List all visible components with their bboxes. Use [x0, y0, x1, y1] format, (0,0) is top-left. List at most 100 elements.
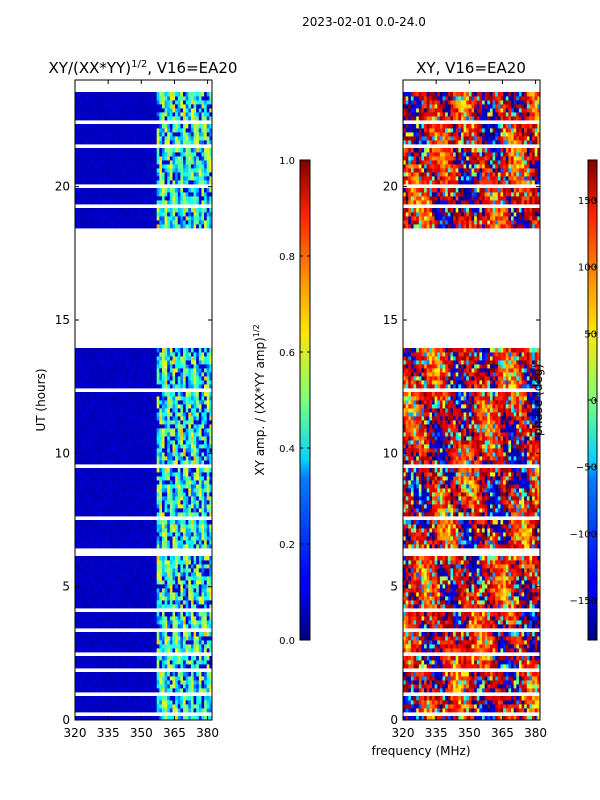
heatmap-cell	[185, 188, 189, 193]
heatmap-cell	[188, 216, 192, 221]
heatmap-cell	[98, 440, 102, 445]
heatmap-cell	[109, 696, 113, 701]
heatmap-cell	[77, 436, 81, 441]
heatmap-cell	[148, 180, 152, 185]
heatmap-cell	[101, 684, 105, 689]
heatmap-cell	[172, 684, 176, 689]
heatmap-cell	[188, 688, 192, 693]
heatmap-cell	[85, 164, 89, 169]
heatmap-cell	[161, 488, 165, 493]
heatmap-cell	[135, 352, 139, 357]
heatmap-cell	[204, 656, 208, 661]
heatmap-cell	[143, 352, 147, 357]
heatmap-cell	[209, 492, 212, 497]
heatmap-cell	[190, 568, 194, 573]
heatmap-cell	[164, 536, 168, 541]
heatmap-cell	[135, 408, 139, 413]
heatmap-cell	[209, 176, 212, 181]
heatmap-cell	[106, 584, 110, 589]
heatmap-cell	[93, 376, 97, 381]
heatmap-cell	[206, 472, 210, 477]
heatmap-cell	[183, 188, 187, 193]
heatmap-cell	[114, 596, 118, 601]
heatmap-cell	[132, 664, 136, 669]
heatmap-cell	[127, 440, 131, 445]
heatmap-cell	[172, 496, 176, 501]
heatmap-cell	[96, 432, 100, 437]
heatmap-cell	[143, 212, 147, 217]
heatmap-cell	[90, 412, 94, 417]
heatmap-cell	[122, 580, 126, 585]
heatmap-cell	[106, 364, 110, 369]
heatmap-cell	[198, 596, 202, 601]
heatmap-cell	[180, 576, 184, 581]
heatmap-cell	[201, 508, 205, 513]
heatmap-cell	[138, 696, 142, 701]
heatmap-cell	[114, 408, 118, 413]
heatmap-cell	[185, 664, 189, 669]
heatmap-cell	[127, 508, 131, 513]
heatmap-cell	[114, 556, 118, 561]
heatmap-cell	[198, 504, 202, 509]
heatmap-cell	[146, 396, 150, 401]
heatmap-cell	[130, 416, 134, 421]
heatmap-cell	[209, 364, 212, 369]
heatmap-cell	[193, 512, 197, 517]
heatmap-cell	[190, 212, 194, 217]
heatmap-cell	[183, 624, 187, 629]
heatmap-cell	[161, 168, 165, 173]
heatmap-cell	[148, 676, 152, 681]
heatmap-cell	[135, 528, 139, 533]
heatmap-cell	[196, 520, 200, 525]
heatmap-cell	[77, 600, 81, 605]
heatmap-cell	[198, 532, 202, 537]
heatmap-cell	[77, 708, 81, 713]
heatmap-cell	[125, 500, 129, 505]
heatmap-cell	[127, 488, 131, 493]
heatmap-cell	[201, 556, 205, 561]
heatmap-cell	[167, 212, 171, 217]
heatmap-cell	[177, 560, 181, 565]
heatmap-cell	[88, 384, 92, 389]
heatmap-cell	[101, 556, 105, 561]
heatmap-cell	[209, 472, 212, 477]
heatmap-cell	[188, 500, 192, 505]
heatmap-cell	[146, 568, 150, 573]
heatmap-cell	[106, 212, 110, 217]
heatmap-cell	[130, 368, 134, 373]
heatmap-cell	[109, 428, 113, 433]
heatmap-cell	[127, 392, 131, 397]
heatmap-cell	[183, 220, 187, 225]
heatmap-cell	[96, 476, 100, 481]
heatmap-cell	[204, 200, 208, 205]
heatmap-cell	[101, 544, 105, 549]
heatmap-cell	[188, 472, 192, 477]
heatmap-cell	[77, 364, 81, 369]
heatmap-cell	[169, 472, 173, 477]
heatmap-cell	[85, 416, 89, 421]
heatmap-cell	[201, 196, 205, 201]
heatmap-cell	[106, 600, 110, 605]
heatmap-cell	[75, 556, 79, 561]
heatmap-cell	[183, 708, 187, 713]
heatmap-cell	[177, 432, 181, 437]
heatmap-cell	[169, 416, 173, 421]
heatmap-cell	[127, 360, 131, 365]
heatmap-cell	[111, 544, 115, 549]
heatmap-cell	[88, 664, 92, 669]
heatmap-cell	[103, 684, 108, 689]
heatmap-cell	[106, 648, 110, 653]
heatmap-cell	[75, 376, 79, 381]
heatmap-cell	[122, 688, 126, 693]
heatmap-cell	[85, 224, 89, 229]
heatmap-cell	[167, 176, 171, 181]
heatmap-cell	[103, 224, 108, 229]
heatmap-cell	[206, 500, 210, 505]
heatmap-cell	[154, 508, 158, 513]
heatmap-cell	[125, 688, 129, 693]
heatmap-cell	[109, 460, 113, 465]
heatmap-cell	[98, 460, 102, 465]
heatmap-cell	[169, 164, 173, 169]
heatmap-cell	[180, 620, 184, 625]
heatmap-cell	[172, 396, 176, 401]
